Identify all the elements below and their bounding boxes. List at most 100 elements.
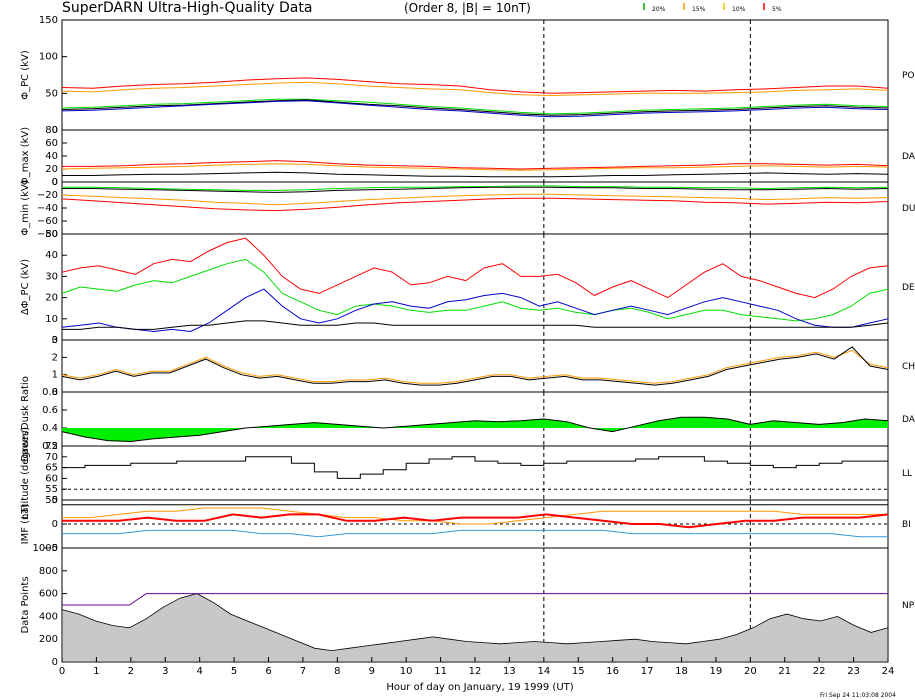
x-tick-label: 2: [128, 666, 134, 677]
panel-frame: [61, 233, 889, 341]
y-tick-label: 30: [45, 271, 58, 282]
panel-tag: DU: [902, 204, 915, 214]
y-axis-label: Dawn/Dusk Ratio: [20, 376, 31, 462]
panel-frame: [61, 19, 889, 131]
panel-tag: CH: [902, 362, 915, 372]
y-tick-label: 65: [45, 463, 58, 474]
legend-label: 10%: [732, 6, 746, 13]
y-tick-label: 800: [39, 566, 58, 577]
x-tick-label: 22: [813, 666, 826, 677]
y-tick-label: 400: [39, 611, 58, 622]
y-tick-label: 5: [52, 495, 58, 506]
panel-frame: [61, 391, 889, 447]
x-tick-label: 12: [469, 666, 482, 677]
y-tick-label: 70: [45, 452, 58, 463]
x-tick-label: 15: [572, 666, 585, 677]
y-tick-label: 60: [45, 138, 58, 149]
y-tick-label: 0: [52, 387, 58, 398]
x-tick-label: 20: [744, 666, 757, 677]
series-line: [62, 593, 888, 606]
series-line: [61, 100, 889, 118]
x-tick-label: 4: [196, 666, 202, 677]
y-tick-label: −60: [37, 216, 58, 227]
y-tick-label: 0: [52, 125, 58, 136]
panel-frame: [61, 445, 889, 501]
x-tick-label: 6: [265, 666, 271, 677]
x-tick-label: 11: [434, 666, 447, 677]
y-axis-label: Data Points: [20, 576, 31, 633]
y-tick-label: 60: [45, 473, 58, 484]
series-line: [62, 185, 889, 191]
series-line: [61, 99, 889, 116]
y-tick-label: 80: [45, 125, 58, 136]
panel-phimin: 0 −20 −40 −60 −80 Φ_min (kV) DU: [20, 177, 915, 240]
panel-phimax: 0 20 40 60 80 Φ_max (kV) DA: [20, 125, 915, 188]
panel-dphipc: 0 10 20 30 40 50 ΔΦ_PC (kV) DE: [20, 229, 915, 346]
x-tick-label: 0: [59, 666, 65, 677]
y-tick-label: 150: [39, 15, 58, 26]
panel-tag: DE: [902, 283, 915, 293]
y-axis-label: Φ_max (kV): [20, 127, 31, 185]
y-axis-label: ΔΦ_PC (kV): [20, 259, 31, 315]
y-tick-label: 1000: [33, 543, 58, 554]
figure-subtitle: (Order 8, |B| = 10nT): [404, 1, 531, 15]
series-line: [61, 346, 889, 386]
legend-label: 20%: [652, 6, 666, 13]
x-tick-label: 3: [162, 666, 168, 677]
panel-tag: PO: [902, 71, 915, 81]
y-tick-label: 20: [45, 164, 58, 175]
figure-title: SuperDARN Ultra-High-Quality Data: [62, 0, 312, 16]
series-line: [61, 77, 889, 94]
series-fill: [62, 417, 888, 442]
y-tick-label: 0.4: [42, 423, 58, 434]
y-tick-label: −40: [37, 203, 58, 214]
series-line: [61, 349, 889, 384]
series-line: [62, 456, 889, 479]
x-tick-label: 17: [641, 666, 654, 677]
y-tick-label: 50: [45, 88, 58, 99]
y-tick-label: 0.8: [42, 387, 58, 398]
legend-label: 15%: [692, 6, 706, 13]
y-tick-label: 0: [52, 519, 58, 530]
y-tick-label: 75: [45, 441, 58, 452]
y-tick-label: −20: [37, 190, 58, 201]
y-tick-label: 50: [45, 229, 58, 240]
series-line: [62, 160, 889, 170]
series-line: [62, 320, 889, 330]
x-tick-label: 1: [93, 666, 99, 677]
y-tick-label: 1: [52, 370, 58, 381]
panel-tag: LL: [902, 469, 912, 479]
y-tick-label: 100: [39, 52, 58, 63]
x-tick-label: 9: [369, 666, 375, 677]
y-tick-label: 200: [39, 634, 58, 645]
panel-ratio: 0.2 0.4 0.6 0.8 Dawn/Dusk Ratio DA: [20, 376, 915, 462]
series-line: [61, 193, 889, 206]
y-tick-label: 2: [52, 352, 58, 363]
y-axis-label: Latitude (degrees): [20, 427, 31, 519]
series-line: [61, 288, 889, 333]
series-line: [62, 529, 888, 538]
y-tick-label: 600: [39, 589, 58, 600]
y-axis-label: IMF (nT): [20, 504, 31, 545]
panel-tag: DA: [902, 415, 915, 425]
x-tick-label: 16: [606, 666, 619, 677]
series-line: [62, 171, 889, 178]
legend-label: 5%: [772, 6, 782, 13]
y-tick-label: 3: [52, 335, 58, 346]
series-line: [61, 258, 889, 322]
y-tick-label: 40: [45, 151, 58, 162]
y-tick-label: 55: [45, 484, 58, 495]
x-tick-label: 19: [710, 666, 723, 677]
series-area: [61, 593, 889, 663]
y-tick-label: 0.2: [42, 441, 58, 452]
series-line: [61, 416, 889, 443]
x-tick-label: 21: [778, 666, 791, 677]
series-line: [61, 237, 889, 299]
series-line: [61, 81, 889, 97]
x-tick-label: 14: [537, 666, 550, 677]
x-tick-label: 24: [882, 666, 895, 677]
panel-phipc: 0 50 100 150 Φ_PC (kV) PO: [20, 15, 915, 136]
series-line: [61, 163, 889, 171]
